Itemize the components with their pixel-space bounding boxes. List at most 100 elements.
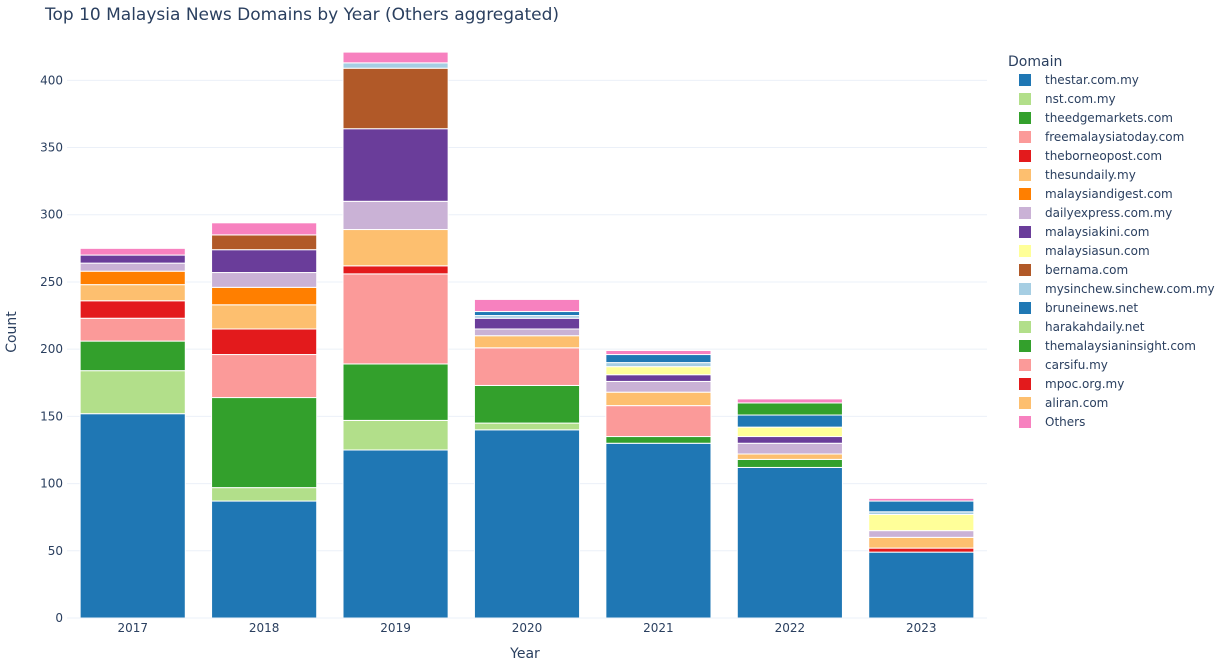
legend-label[interactable]: bruneinews.net (1045, 301, 1138, 315)
bar-segment[interactable] (868, 530, 975, 538)
legend-swatch[interactable] (1019, 359, 1031, 371)
legend-label[interactable]: malaysiandigest.com (1045, 187, 1173, 201)
legend-swatch[interactable] (1019, 340, 1031, 352)
bar-segment[interactable] (473, 298, 581, 313)
bar-segment[interactable] (342, 200, 449, 231)
legend-swatch[interactable] (1019, 264, 1031, 276)
legend-swatch[interactable] (1019, 321, 1031, 333)
bar-segment[interactable] (211, 354, 318, 399)
bar-segment[interactable] (79, 254, 186, 264)
legend-label[interactable]: malaysiasun.com (1045, 244, 1150, 258)
legend-label[interactable]: harakahdaily.net (1045, 320, 1145, 334)
bar-segment[interactable] (342, 419, 449, 451)
bar-segment[interactable] (736, 398, 843, 404)
legend-swatch[interactable] (1019, 74, 1031, 86)
bar-segment[interactable] (79, 262, 186, 272)
legend-swatch[interactable] (1019, 302, 1031, 314)
bar-segment[interactable] (736, 414, 843, 428)
bar-segment[interactable] (868, 551, 975, 619)
bar-segment[interactable] (342, 62, 449, 69)
bar-segment[interactable] (79, 270, 186, 286)
legend-label[interactable]: aliran.com (1045, 396, 1108, 410)
bar-segment[interactable] (211, 272, 318, 288)
bar-segment[interactable] (605, 391, 712, 407)
bar-segment[interactable] (211, 249, 318, 274)
legend-swatch[interactable] (1019, 131, 1031, 143)
bar-segment[interactable] (79, 284, 186, 302)
bar-segment[interactable] (79, 370, 186, 415)
bar-segment[interactable] (605, 436, 712, 444)
bar-segment[interactable] (605, 380, 712, 393)
legend-swatch[interactable] (1019, 112, 1031, 124)
bar-segment[interactable] (211, 222, 318, 236)
legend-swatch[interactable] (1019, 169, 1031, 181)
bar-segment[interactable] (211, 397, 318, 489)
bar-segment[interactable] (473, 335, 581, 349)
legend-label[interactable]: thestar.com.my (1045, 73, 1139, 87)
legend-swatch[interactable] (1019, 226, 1031, 238)
bar-segment[interactable] (868, 513, 975, 532)
bar-segment[interactable] (868, 497, 975, 502)
bar-segment[interactable] (342, 363, 449, 421)
bar-segment[interactable] (79, 317, 186, 342)
bar-segment[interactable] (211, 234, 318, 251)
bar-segment[interactable] (79, 413, 186, 619)
legend-swatch[interactable] (1019, 378, 1031, 390)
bar-segment[interactable] (736, 466, 843, 619)
bar-segment[interactable] (342, 273, 449, 365)
legend-label[interactable]: Others (1045, 415, 1085, 429)
legend-label[interactable]: themalaysianinsight.com (1045, 339, 1196, 353)
legend-label[interactable]: nst.com.my (1045, 92, 1116, 106)
legend-label[interactable]: thesundaily.my (1045, 168, 1136, 182)
legend-swatch[interactable] (1019, 188, 1031, 200)
bar-segment[interactable] (736, 402, 843, 416)
legend-label[interactable]: malaysiakini.com (1045, 225, 1149, 239)
bar-segment[interactable] (79, 340, 186, 372)
bar-segment[interactable] (473, 317, 581, 330)
bar-segment[interactable] (473, 311, 581, 317)
legend-label[interactable]: carsifu.my (1045, 358, 1108, 372)
legend-swatch[interactable] (1019, 207, 1031, 219)
bar-segment[interactable] (736, 426, 843, 438)
legend-label[interactable]: dailyexpress.com.my (1045, 206, 1172, 220)
legend-label[interactable]: bernama.com (1045, 263, 1128, 277)
bar-segment[interactable] (868, 536, 975, 549)
bar-segment[interactable] (79, 247, 186, 256)
bar-segment[interactable] (473, 328, 581, 337)
bar-segment[interactable] (473, 422, 581, 431)
bar-segment[interactable] (342, 128, 449, 202)
bar-segment[interactable] (605, 442, 712, 619)
bar-segment[interactable] (605, 405, 712, 438)
legend-label[interactable]: freemalaysiatoday.com (1045, 130, 1184, 144)
bar-segment[interactable] (868, 547, 975, 553)
bar-segment[interactable] (342, 265, 449, 275)
bar-segment[interactable] (473, 384, 581, 424)
bar-segment[interactable] (342, 51, 449, 64)
legend-label[interactable]: mpoc.org.my (1045, 377, 1124, 391)
legend-label[interactable]: mysinchew.sinchew.com.my (1045, 282, 1215, 296)
bar-segment[interactable] (342, 67, 449, 130)
bar-segment[interactable] (736, 436, 843, 444)
bar-segment[interactable] (868, 500, 975, 513)
bar-segment[interactable] (211, 487, 318, 502)
legend-label[interactable]: theedgemarkets.com (1045, 111, 1173, 125)
bar-segment[interactable] (342, 449, 449, 619)
legend-swatch[interactable] (1019, 93, 1031, 105)
bar-segment[interactable] (211, 500, 318, 619)
legend-swatch[interactable] (1019, 245, 1031, 257)
bar-segment[interactable] (211, 304, 318, 330)
legend-label[interactable]: theborneopost.com (1045, 149, 1162, 163)
bar-segment[interactable] (79, 300, 186, 319)
bar-segment[interactable] (473, 429, 581, 619)
bar-segment[interactable] (736, 458, 843, 468)
legend-swatch[interactable] (1019, 416, 1031, 428)
legend-swatch[interactable] (1019, 397, 1031, 409)
bar-segment[interactable] (342, 229, 449, 267)
bar-segment[interactable] (605, 354, 712, 364)
bar-segment[interactable] (211, 286, 318, 306)
legend-swatch[interactable] (1019, 283, 1031, 295)
bar-segment[interactable] (736, 453, 843, 460)
bar-segment[interactable] (736, 442, 843, 455)
bar-segment[interactable] (473, 347, 581, 386)
bar-segment[interactable] (605, 374, 712, 382)
